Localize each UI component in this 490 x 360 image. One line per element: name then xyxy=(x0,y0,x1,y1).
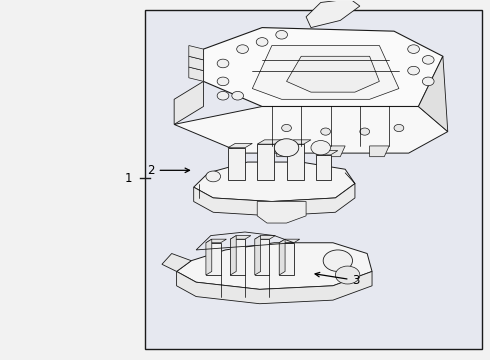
Polygon shape xyxy=(228,148,245,180)
Polygon shape xyxy=(255,235,275,239)
Polygon shape xyxy=(176,243,372,289)
Polygon shape xyxy=(228,143,252,148)
Polygon shape xyxy=(279,243,294,275)
Circle shape xyxy=(232,91,244,100)
Polygon shape xyxy=(257,202,306,223)
Circle shape xyxy=(321,128,331,135)
Polygon shape xyxy=(230,239,245,275)
Circle shape xyxy=(311,140,331,155)
Polygon shape xyxy=(189,67,203,81)
Circle shape xyxy=(256,38,268,46)
Text: 1: 1 xyxy=(125,172,133,185)
Polygon shape xyxy=(252,45,399,99)
Polygon shape xyxy=(316,150,338,155)
Polygon shape xyxy=(277,146,296,157)
Polygon shape xyxy=(206,243,220,275)
Circle shape xyxy=(276,31,288,39)
Circle shape xyxy=(274,139,299,157)
Polygon shape xyxy=(316,155,331,180)
Circle shape xyxy=(323,250,352,271)
Circle shape xyxy=(217,91,229,100)
Polygon shape xyxy=(174,81,203,125)
Circle shape xyxy=(408,66,419,75)
Polygon shape xyxy=(174,107,448,153)
Polygon shape xyxy=(255,235,261,275)
Circle shape xyxy=(217,59,229,68)
Polygon shape xyxy=(287,140,311,144)
Polygon shape xyxy=(176,271,372,304)
Bar xyxy=(145,10,482,348)
Circle shape xyxy=(335,266,360,284)
Polygon shape xyxy=(194,184,355,216)
Text: 3: 3 xyxy=(315,273,360,287)
Polygon shape xyxy=(189,56,203,71)
Polygon shape xyxy=(287,144,304,180)
Polygon shape xyxy=(418,56,448,132)
Circle shape xyxy=(360,128,369,135)
Circle shape xyxy=(408,45,419,53)
Circle shape xyxy=(422,77,434,86)
Polygon shape xyxy=(162,253,191,271)
Polygon shape xyxy=(257,144,274,180)
Text: 2: 2 xyxy=(147,164,190,177)
Polygon shape xyxy=(206,239,212,275)
Polygon shape xyxy=(369,146,389,157)
Polygon shape xyxy=(203,28,443,107)
Circle shape xyxy=(237,45,248,53)
Circle shape xyxy=(422,55,434,64)
Polygon shape xyxy=(287,56,379,92)
Polygon shape xyxy=(194,162,355,202)
Polygon shape xyxy=(230,235,236,275)
Circle shape xyxy=(394,125,404,132)
Polygon shape xyxy=(326,146,345,157)
Polygon shape xyxy=(279,239,300,243)
Polygon shape xyxy=(257,140,282,144)
Polygon shape xyxy=(206,239,226,243)
Circle shape xyxy=(217,77,229,86)
Polygon shape xyxy=(279,239,285,275)
Circle shape xyxy=(206,171,220,182)
Polygon shape xyxy=(306,0,360,28)
Polygon shape xyxy=(255,239,270,275)
Polygon shape xyxy=(189,45,203,60)
Polygon shape xyxy=(230,235,251,239)
Circle shape xyxy=(282,125,292,132)
